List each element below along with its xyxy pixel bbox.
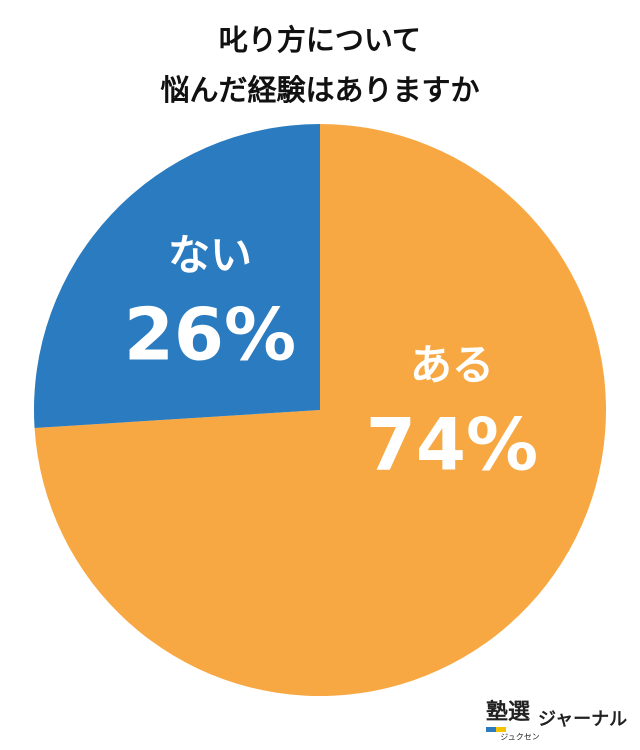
logo-bar bbox=[486, 727, 496, 732]
logo-reading: ジュクセン bbox=[500, 733, 539, 742]
logo-suffix: ジャーナル bbox=[538, 709, 627, 730]
value-label: 26% bbox=[124, 293, 296, 377]
pie-slice bbox=[34, 124, 607, 696]
value-label: 74% bbox=[366, 403, 538, 487]
logo-name: 塾選 bbox=[486, 699, 530, 725]
slice-label: ある bbox=[410, 341, 494, 390]
pie-slice bbox=[33, 124, 320, 428]
slice-label: ない bbox=[168, 231, 252, 280]
chart-title: 悩んだ経験はありますか bbox=[160, 73, 479, 107]
logo-bar bbox=[496, 727, 506, 732]
chart-title: 叱り方について bbox=[219, 23, 421, 57]
pie: ある 74% ない 26% bbox=[33, 124, 607, 696]
logo: 塾選 ジュクセン ジャーナル bbox=[486, 699, 627, 742]
